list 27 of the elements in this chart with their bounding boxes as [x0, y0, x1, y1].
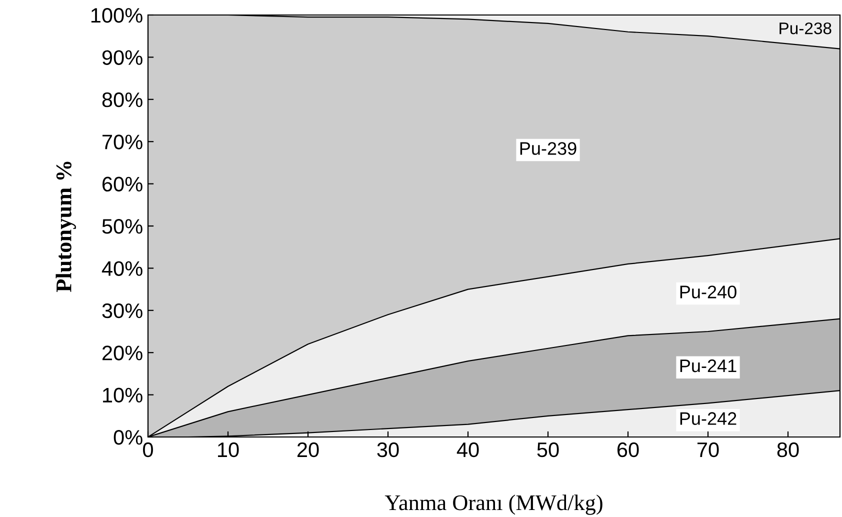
x-tick-label: 80 [777, 442, 799, 458]
x-tick-label: 60 [617, 442, 639, 458]
y-tick-label: 50% [102, 219, 142, 234]
y-tick-label: 80% [102, 92, 142, 108]
y-tick-label: 70% [102, 134, 142, 150]
y-tick-label: 90% [102, 50, 142, 65]
series-label: Pu-240 [680, 286, 736, 298]
series-label: Pu-238 [780, 22, 832, 34]
y-tick-label: 20% [102, 346, 142, 360]
y-tick-label: 40% [102, 261, 142, 276]
y-tick-label: 0% [114, 430, 142, 445]
y-tick-label: 10% [103, 388, 142, 403]
y-tick-label: 60% [102, 176, 142, 192]
x-tick-label: 0 [143, 442, 153, 458]
y-tick-label: 30% [102, 303, 142, 318]
x-tick-label: 40 [456, 442, 479, 458]
y-axis-title: Plutonyum % [56, 162, 76, 292]
x-tick-label: 20 [297, 442, 319, 458]
x-tick-label: 10 [218, 442, 239, 458]
x-tick-label: 30 [377, 442, 399, 458]
y-tick-label: 100% [91, 8, 142, 23]
series-label: Pu-242 [680, 412, 736, 425]
x-tick-label: 70 [697, 442, 719, 458]
x-tick-label: 50 [537, 442, 559, 458]
series-label: Pu-241 [680, 359, 736, 372]
series-label: Pu-239 [520, 142, 576, 155]
x-axis-title: Yanma Oranı (MWd/kg) [384, 494, 602, 515]
